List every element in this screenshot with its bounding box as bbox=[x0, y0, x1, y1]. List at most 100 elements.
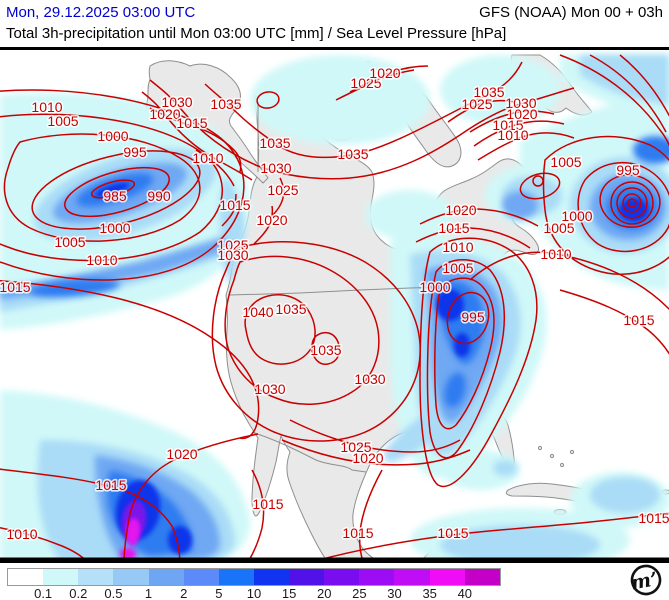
legend-value: 0.1 bbox=[34, 586, 53, 600]
isobar-label: 1015 bbox=[342, 525, 373, 541]
isobar-label: 995 bbox=[461, 309, 485, 325]
legend-swatch bbox=[148, 569, 184, 585]
isobar-label: 1015 bbox=[219, 197, 250, 213]
isobar-label: 1040 bbox=[242, 304, 273, 320]
isobars bbox=[0, 54, 669, 563]
legend-value: 25 bbox=[352, 586, 367, 600]
model-run-label: GFS (NOAA) Mon 00 + 03h bbox=[479, 4, 663, 21]
isobar-label: 1030 bbox=[217, 247, 248, 263]
legend-value: 5 bbox=[215, 586, 223, 600]
map-bottom-border bbox=[0, 557, 669, 563]
isobar-label: 1035 bbox=[473, 84, 504, 100]
isobar-label: 1025 bbox=[461, 96, 492, 112]
isobar-label: 1010 bbox=[31, 99, 62, 115]
map-area: 1010 1005 1000 995 985 990 1000 1030 1020 1015 101… bbox=[0, 50, 669, 563]
isobar-label: 1035 bbox=[210, 96, 241, 112]
isobar-label: 1030 bbox=[505, 95, 536, 111]
isobar-label: 1035 bbox=[337, 146, 368, 162]
isobar-label: 1035 bbox=[310, 342, 341, 358]
legend-swatch bbox=[324, 569, 360, 585]
legend-value: 10 bbox=[246, 586, 262, 600]
isobar-label: 1030 bbox=[161, 94, 192, 110]
isobar-label: 1005 bbox=[550, 154, 581, 170]
legend-value: 35 bbox=[422, 586, 437, 600]
isobar-label: 1010 bbox=[86, 252, 117, 268]
isobar-label: 1025 bbox=[267, 182, 298, 198]
legend-swatch bbox=[253, 569, 289, 585]
isobar-label: 1035 bbox=[259, 135, 290, 151]
header-divider bbox=[0, 47, 669, 50]
isobar-label: 1010 bbox=[540, 246, 571, 262]
map-title: Total 3h-precipitation until Mon 03:00 U… bbox=[6, 25, 507, 42]
isobar-label: 1030 bbox=[254, 381, 285, 397]
legend-value: 40 bbox=[457, 586, 473, 600]
country-borders bbox=[229, 102, 445, 473]
legend-swatch bbox=[113, 569, 149, 585]
legend-swatch bbox=[464, 569, 500, 585]
isobar-label: 1000 bbox=[419, 279, 450, 295]
isobar-label: 1020 bbox=[445, 202, 476, 218]
isobar-label: 1010 bbox=[6, 526, 37, 542]
legend-swatch bbox=[429, 569, 465, 585]
precip-legend: 0.1 0.2 0.5 1 2 5 10 15 20 25 30 35 40 m’ bbox=[0, 563, 669, 600]
isobar-label: 1015 bbox=[623, 312, 654, 328]
legend-value: 2 bbox=[180, 586, 188, 600]
isobar-label: 1020 bbox=[352, 450, 383, 466]
isobar-label: 1010 bbox=[442, 239, 473, 255]
site-logo: m’ bbox=[629, 564, 662, 596]
isobar-label: 1025 bbox=[340, 439, 371, 455]
isobar-label: 1020 bbox=[506, 106, 537, 122]
legend-swatch bbox=[183, 569, 219, 585]
isobar-label: 1030 bbox=[260, 160, 291, 176]
legend-swatch bbox=[218, 569, 254, 585]
isobar-label: 1015 bbox=[492, 117, 523, 133]
legend-value: 15 bbox=[281, 586, 297, 600]
legend-value: 0.5 bbox=[104, 586, 123, 600]
isobar-label: 1015 bbox=[252, 496, 283, 512]
isobar-label: 1005 bbox=[442, 260, 473, 276]
isobar-label: 985 bbox=[103, 188, 127, 204]
legend-swatch bbox=[43, 569, 79, 585]
legend-swatch bbox=[78, 569, 114, 585]
isobar-label: 1010 bbox=[192, 150, 223, 166]
isobar-label: 1015 bbox=[95, 477, 126, 493]
isobar-label: 1000 bbox=[561, 208, 592, 224]
isobar-label: 990 bbox=[147, 188, 171, 204]
legend-swatch bbox=[289, 569, 325, 585]
isobar-label: 1005 bbox=[54, 234, 85, 250]
isobar-label: 1035 bbox=[275, 301, 306, 317]
legend-swatch bbox=[359, 569, 395, 585]
isobar-label: 1000 bbox=[97, 128, 128, 144]
header: Mon, 29.12.2025 03:00 UTC GFS (NOAA) Mon… bbox=[0, 0, 669, 47]
isobar-label: 1020 bbox=[256, 212, 287, 228]
isobar-label: 1020 bbox=[166, 446, 197, 462]
isobar-label: 995 bbox=[123, 144, 147, 160]
isobar-label: 1005 bbox=[47, 113, 78, 129]
isobar-label: 1025 bbox=[217, 237, 248, 253]
header-row: Mon, 29.12.2025 03:00 UTC GFS (NOAA) Mon… bbox=[6, 4, 663, 21]
legend-swatch bbox=[8, 569, 44, 585]
legend-bar bbox=[7, 568, 501, 586]
legend-swatch bbox=[394, 569, 430, 585]
logo-letter: m’ bbox=[629, 568, 659, 594]
isobar-label: 1025 bbox=[350, 75, 381, 91]
logo-m-icon: m’ bbox=[629, 564, 662, 596]
isobar-label: 1020 bbox=[369, 65, 400, 81]
legend-labels: 0.1 0.2 0.5 1 2 5 10 15 20 25 30 35 40 bbox=[0, 586, 669, 600]
legend-value: 20 bbox=[317, 586, 332, 600]
isobar-label: 1015 bbox=[437, 525, 468, 541]
valid-datetime: Mon, 29.12.2025 03:00 UTC bbox=[6, 4, 196, 21]
isobar-label: 1015 bbox=[176, 115, 207, 131]
legend-value: 1 bbox=[144, 586, 153, 600]
isobar-label: 1030 bbox=[354, 371, 385, 387]
isobar-label: 1015 bbox=[438, 220, 469, 236]
isobar-label: 1020 bbox=[149, 106, 180, 122]
isobar-label: 995 bbox=[616, 162, 640, 178]
legend-value: 0.2 bbox=[69, 586, 88, 600]
legend-value: 30 bbox=[387, 586, 402, 600]
isobar-label: 1000 bbox=[99, 220, 130, 236]
isobar-label: 1005 bbox=[543, 220, 574, 236]
